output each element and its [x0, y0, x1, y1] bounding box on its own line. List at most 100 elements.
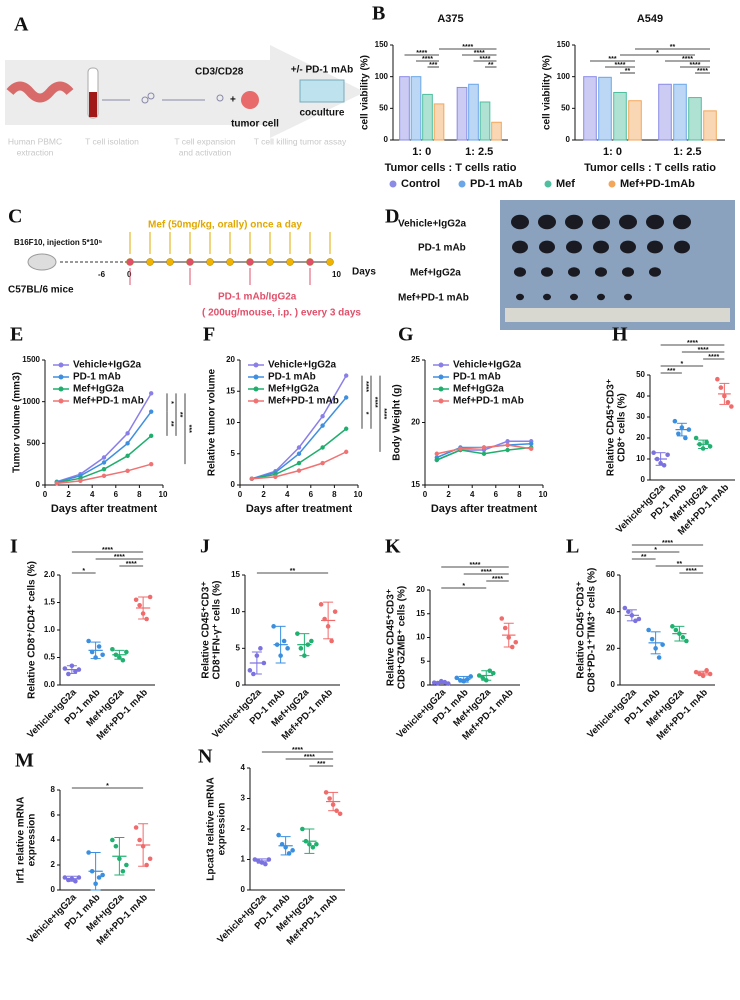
point	[458, 446, 463, 451]
data-point	[622, 605, 628, 611]
y-tick-label: 5	[231, 449, 236, 458]
dose-dot	[286, 258, 294, 266]
tumor-blob	[538, 214, 556, 230]
significance-label: ****	[480, 56, 491, 63]
y-axis-label: Relative CD45⁺CD3⁺	[606, 379, 617, 476]
y-tick-label: 8	[51, 785, 56, 794]
bar	[583, 76, 597, 141]
data-point	[110, 837, 115, 843]
significance-label: ****	[682, 56, 693, 63]
legend-label: Mef+PD-1 mAb	[268, 396, 339, 407]
data-point	[480, 675, 486, 681]
significance-label: ***	[667, 368, 675, 375]
data-point	[290, 848, 295, 853]
legend-label: Mef+IgG2a	[453, 384, 504, 395]
legend-marker	[458, 180, 466, 188]
bar	[658, 83, 672, 141]
y-tick-label: 2	[241, 824, 246, 833]
bar	[613, 92, 627, 141]
legend-marker	[58, 374, 64, 380]
chart-strip: K 0 5 10 15 20 Relative CD45⁺CD3⁺ CD8⁺GZMB⁺ cel…	[385, 536, 520, 742]
data-point	[133, 825, 139, 830]
group-label: PD-1 mAb	[418, 243, 466, 254]
x-tick-label: 0	[238, 490, 243, 499]
plate-icon	[299, 79, 345, 103]
point	[296, 451, 302, 456]
significance-label: *	[462, 583, 465, 590]
bar	[673, 83, 687, 141]
significance-label: ***	[317, 761, 325, 768]
significance-label: **	[625, 68, 631, 75]
y-tick-label: 0	[241, 885, 246, 894]
x-tick-label: 0	[423, 490, 428, 499]
y-tick-label: 1.0	[44, 625, 56, 634]
data-point	[513, 639, 519, 645]
tumor-blob	[593, 240, 609, 254]
point	[529, 446, 534, 451]
x-axis-label: Days after treatment	[431, 503, 538, 515]
point	[505, 442, 510, 448]
y-tick-label: 10	[636, 454, 645, 463]
data-point	[670, 624, 675, 629]
significance-label: *	[82, 568, 85, 575]
y-tick-label: 150	[557, 40, 571, 49]
data-point	[120, 868, 126, 874]
treatment-label: +/- PD-1 mAb	[291, 65, 354, 76]
stimulus-label: CD3/CD28	[195, 67, 244, 78]
tumor-blob	[647, 240, 663, 254]
x-axis-label: Days after treatment	[51, 503, 158, 515]
series-line	[251, 397, 347, 480]
data-point	[314, 841, 319, 847]
significance-label: ****	[708, 354, 719, 361]
y-tick-label: 10	[416, 633, 425, 642]
y-tick-label: 150	[375, 40, 389, 49]
data-point	[281, 638, 287, 644]
y-axis-label: Lpcat3 relative mRNA	[206, 777, 217, 880]
data-point	[649, 636, 655, 642]
point	[505, 439, 510, 444]
timeline-marks	[126, 232, 334, 285]
tumor-blob	[620, 240, 636, 254]
x-tick-label: 6	[309, 490, 314, 499]
y-tick-label: 1000	[22, 397, 40, 406]
data-point	[646, 627, 651, 633]
y-axis-label: Relative CD45⁺CD3⁺	[386, 589, 397, 686]
significance-label: ****	[698, 347, 709, 354]
tumor-blob	[649, 267, 661, 277]
data-point	[676, 431, 681, 437]
point	[320, 423, 325, 428]
y-tick-label: 0	[566, 135, 571, 144]
data-point	[672, 418, 678, 424]
chart-strip: J 0 5 10 15 Relative CD45⁺CD3⁺ CD8⁺IFN-γ⁺ cell…	[200, 536, 340, 742]
chart-strip: L 0 20 40 60 Relative CD45⁺CD3⁺ CD8⁺PD-1⁺TIM3⁺…	[566, 536, 715, 742]
x-tick-label: 1: 2.5	[465, 146, 493, 158]
point	[149, 461, 154, 467]
legend-label: Mef	[556, 178, 575, 190]
bar	[433, 103, 445, 141]
dose-dot	[326, 258, 334, 266]
data-point	[96, 644, 102, 649]
chart-title: A549	[637, 13, 663, 25]
tumor-blob	[619, 214, 637, 230]
panel-letter: K	[385, 536, 401, 558]
y-tick-label: 4	[241, 763, 246, 772]
panel-letter: N	[198, 746, 213, 768]
x-tick-label: 1: 0	[603, 146, 622, 158]
point	[249, 476, 254, 481]
panel-letter: F	[203, 324, 215, 346]
y-axis-label: Tumor volume (mm3)	[12, 372, 23, 473]
x-tick-label: 2	[66, 490, 71, 499]
x-tick-label: 4	[285, 490, 290, 499]
y-tick-label: 0	[36, 480, 41, 489]
y-tick-label: 1	[241, 855, 246, 864]
point	[101, 455, 107, 460]
data-point	[686, 427, 692, 432]
point	[101, 466, 107, 472]
significance-label: ****	[416, 50, 427, 57]
x-axis-label: Days after treatment	[246, 503, 353, 515]
cell-icon	[147, 92, 155, 100]
y-tick-label: 40	[636, 391, 645, 400]
legend-label: PD-1 mAb	[73, 372, 121, 383]
legend-label: Mef+PD-1 mAb	[73, 396, 144, 407]
